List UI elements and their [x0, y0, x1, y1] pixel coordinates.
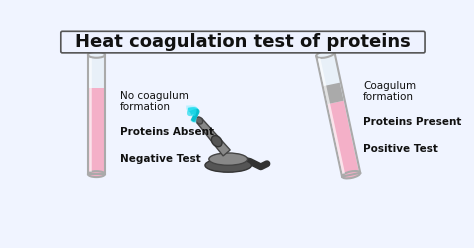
Text: Proteins Present: Proteins Present [363, 117, 461, 127]
Text: Negative Test: Negative Test [120, 154, 201, 164]
Text: Coagulum
formation: Coagulum formation [363, 81, 416, 102]
Ellipse shape [196, 117, 203, 124]
Ellipse shape [211, 136, 222, 147]
Ellipse shape [88, 52, 105, 58]
Polygon shape [324, 83, 344, 104]
Ellipse shape [88, 171, 105, 177]
Ellipse shape [205, 158, 251, 172]
Ellipse shape [209, 153, 247, 165]
Polygon shape [88, 55, 105, 174]
Polygon shape [187, 107, 197, 116]
Polygon shape [316, 52, 360, 177]
Ellipse shape [316, 51, 335, 58]
FancyBboxPatch shape [61, 31, 425, 53]
Polygon shape [89, 88, 104, 174]
Polygon shape [197, 119, 230, 156]
Text: Heat coagulation test of proteins: Heat coagulation test of proteins [75, 33, 411, 51]
Ellipse shape [342, 171, 360, 178]
Polygon shape [328, 101, 359, 176]
Text: No coagulum
formation: No coagulum formation [120, 91, 189, 112]
Text: Positive Test: Positive Test [363, 144, 438, 154]
Text: Proteins Absent: Proteins Absent [120, 127, 214, 137]
